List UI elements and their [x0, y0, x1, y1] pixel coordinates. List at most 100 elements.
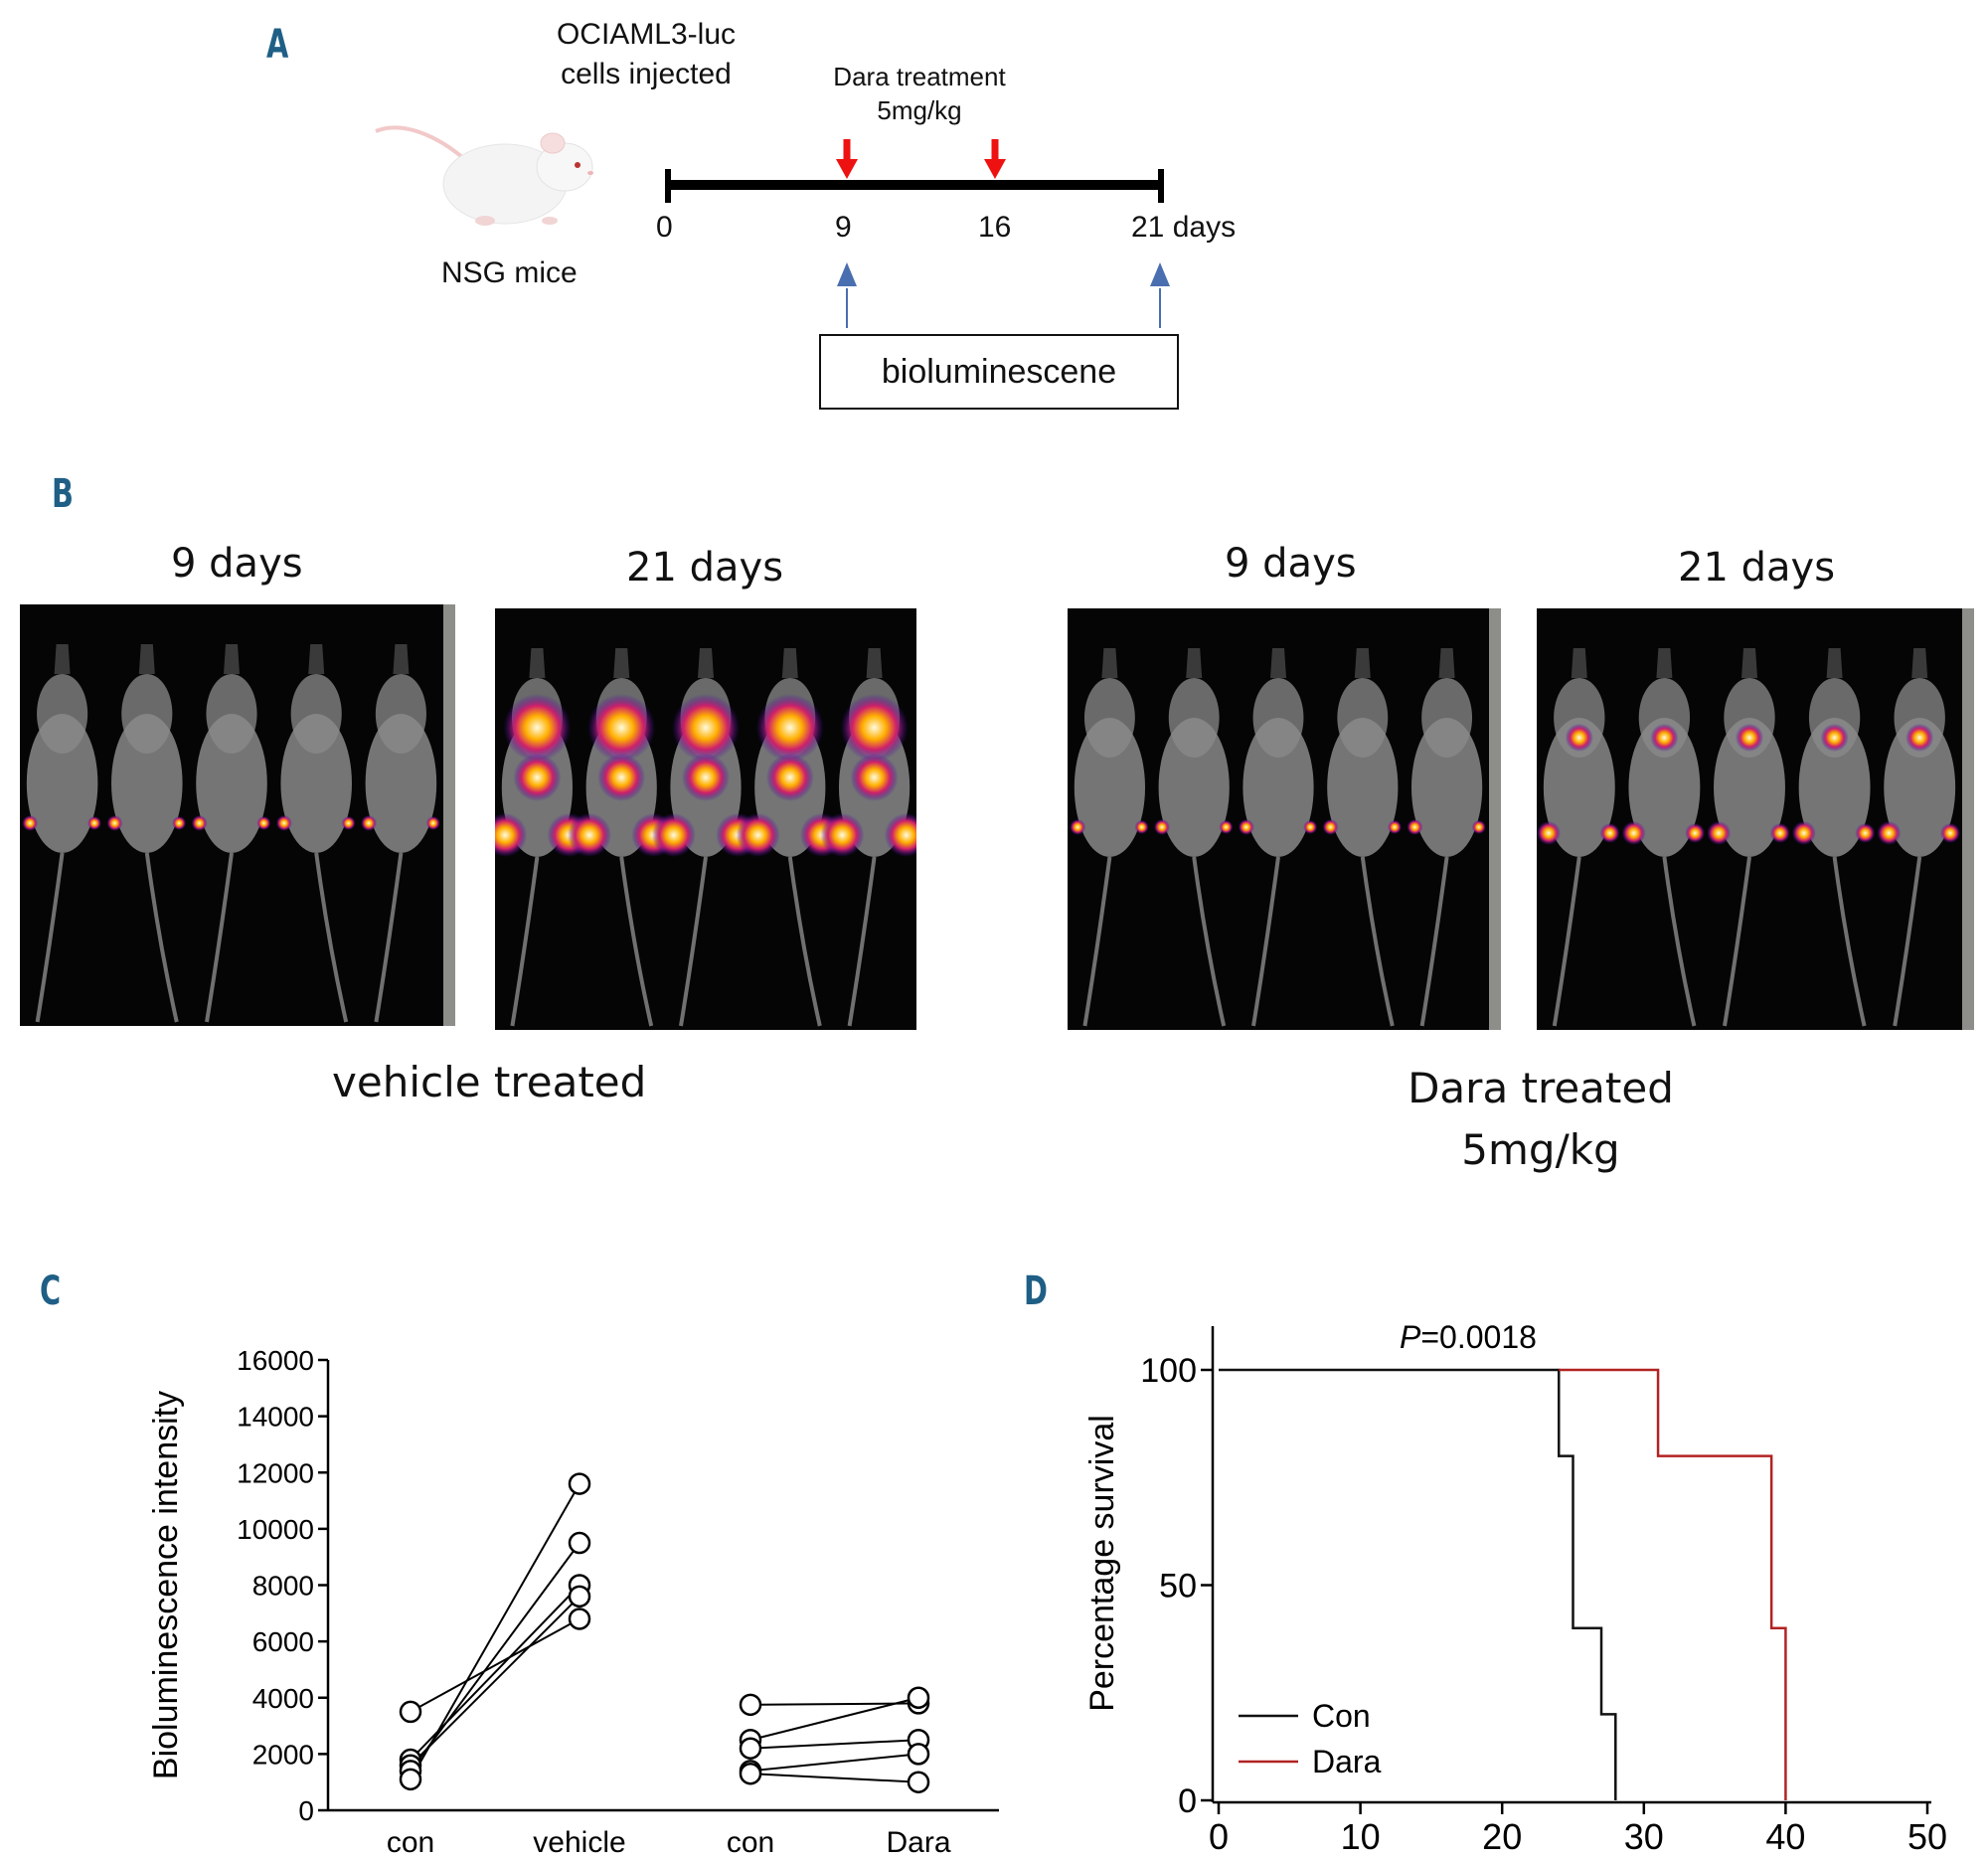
mouse-2	[1621, 648, 1706, 1027]
y-tick-label: 4000	[252, 1683, 314, 1714]
mouse-3	[1707, 648, 1790, 1027]
data-point	[399, 1768, 422, 1791]
treatment-arrow-day16	[984, 139, 1006, 179]
y-tick-label: 12000	[237, 1457, 314, 1488]
cells-injected-line-2: cells injected	[561, 58, 732, 90]
panel-c-letter: C	[40, 1269, 62, 1314]
x-tick-label: con	[387, 1826, 434, 1859]
data-point	[399, 1700, 422, 1724]
data-point	[568, 1472, 591, 1495]
survival-line-con	[1219, 1368, 1617, 1800]
group-label-dara: Dara treated	[1408, 1064, 1674, 1112]
y-tick-label: 100	[1140, 1352, 1197, 1390]
data-point	[739, 1693, 762, 1717]
pair-line	[410, 1542, 580, 1772]
x-tick-label: 20	[1482, 1816, 1522, 1857]
imaging-arrow-day21	[1150, 262, 1170, 328]
x-tick-label: 10	[1341, 1816, 1381, 1857]
mouse-1	[495, 648, 591, 1027]
mouse-2	[1153, 648, 1234, 1027]
mouse-5	[820, 648, 916, 1027]
data-point	[568, 1585, 591, 1608]
x-tick-label: 40	[1765, 1816, 1805, 1857]
mouse-4	[1791, 648, 1876, 1027]
pair-line	[410, 1617, 580, 1713]
bioluminescence-box: bioluminescene	[819, 334, 1179, 410]
y-tick-label: 10000	[237, 1514, 314, 1545]
p-value-symbol: P	[1400, 1319, 1421, 1355]
data-point	[907, 1686, 930, 1709]
bli-image-dara-day21	[1537, 608, 1974, 1030]
mouse-5	[1877, 648, 1961, 1027]
group-label-vehicle: vehicle treated	[332, 1058, 647, 1106]
bioluminescence-box-label: bioluminescene	[881, 352, 1117, 391]
legend-label-dara: Dara	[1312, 1744, 1382, 1779]
pair-line	[749, 1739, 919, 1750]
tick-21-days: 21 days	[1131, 211, 1237, 244]
treatment-label-line-1: Dara treatment	[833, 62, 1006, 91]
y-axis-label: Percentage survival	[1083, 1415, 1121, 1712]
imaging-arrow-day9	[837, 262, 857, 328]
mouse-4	[275, 644, 356, 1023]
bli-image-dara-day9	[1068, 608, 1501, 1030]
mouse-4	[1322, 648, 1403, 1027]
p-value-annotation: P=0.0018	[1400, 1319, 1537, 1355]
bli-image-vehicle-day9	[20, 604, 455, 1026]
bli-image-vehicle-day21	[495, 608, 916, 1030]
survival-line-dara	[1559, 1368, 1787, 1800]
data-point	[739, 1737, 762, 1760]
pair-line	[749, 1753, 919, 1773]
panel-a-letter: A	[266, 22, 289, 68]
mouse-1	[1537, 648, 1620, 1027]
timeline	[665, 139, 1170, 328]
mouse-3	[1238, 648, 1318, 1027]
y-tick-label: 14000	[237, 1402, 314, 1433]
x-tick-label: 30	[1624, 1816, 1664, 1857]
y-axis-label: Bioluminescence intensity	[147, 1391, 185, 1779]
data-point	[907, 1771, 930, 1793]
image-label-4: 21 days	[1678, 545, 1836, 591]
pair-line	[749, 1773, 919, 1783]
data-point	[568, 1531, 591, 1555]
tick-9: 9	[835, 211, 852, 244]
mouse-4	[736, 648, 845, 1027]
p-value-number: =0.0018	[1420, 1319, 1537, 1355]
y-tick-label: 0	[298, 1795, 314, 1826]
tick-16: 16	[978, 211, 1012, 244]
pair-line	[749, 1696, 919, 1742]
data-point	[739, 1762, 762, 1785]
mouse-5	[1407, 648, 1486, 1027]
pair-line	[410, 1483, 580, 1780]
survival-chart: 0 10 20 30 40 50 0 50 100 Percentage survival P=0.…	[1083, 1319, 1947, 1857]
mouse-2	[106, 644, 187, 1023]
tick-0: 0	[656, 211, 673, 244]
data-point	[907, 1743, 930, 1766]
image-label-2: 21 days	[626, 545, 784, 591]
mouse-3	[191, 644, 271, 1023]
mouse-label: NSG mice	[441, 256, 578, 289]
x-tick-label: Dara	[886, 1826, 950, 1859]
treatment-label-line-2: 5mg/kg	[877, 95, 962, 125]
mouse-1	[22, 644, 101, 1023]
pair-line	[410, 1596, 580, 1767]
mouse-illustration	[375, 125, 593, 226]
bioluminescence-chart: 0 2000 4000 6000 8000 10000 12000 14000 16000 con…	[147, 1345, 999, 1859]
y-tick-label: 16000	[237, 1345, 314, 1376]
data-point	[568, 1607, 591, 1630]
treatment-arrow-day9	[836, 139, 858, 179]
pair-line	[749, 1702, 919, 1706]
mouse-1	[1070, 648, 1149, 1027]
x-tick-label: con	[727, 1826, 774, 1859]
panel-d-letter: D	[1024, 1269, 1048, 1314]
y-tick-label: 8000	[252, 1571, 314, 1602]
mouse-5	[361, 644, 440, 1023]
x-tick-label: 50	[1907, 1816, 1947, 1857]
x-tick-label: vehicle	[533, 1826, 625, 1859]
y-tick-label: 6000	[252, 1626, 314, 1657]
cells-injected-line-1: OCIAML3-luc	[556, 18, 737, 51]
y-tick-label: 0	[1178, 1782, 1197, 1820]
image-label-3: 9 days	[1225, 541, 1357, 587]
y-tick-label: 50	[1159, 1568, 1197, 1606]
group-label-dara-dose: 5mg/kg	[1461, 1125, 1620, 1174]
legend-label-con: Con	[1312, 1698, 1371, 1734]
